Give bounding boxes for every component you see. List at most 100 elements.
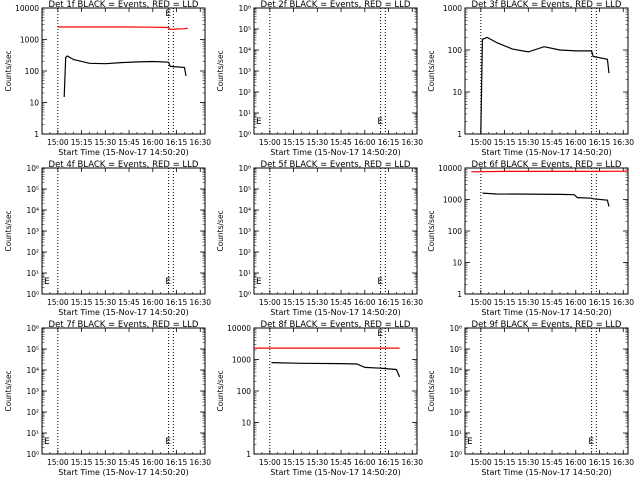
- y-tick-label: 10¹: [26, 429, 39, 438]
- plot-frame: [41, 167, 206, 295]
- x-tick-label: 16:30: [189, 298, 211, 307]
- x-tick-label: 15:30: [94, 458, 116, 467]
- y-axis-label: Counts/sec: [4, 210, 13, 251]
- x-tick-label: 15:45: [330, 458, 352, 467]
- y-tick-label: 100: [448, 227, 463, 236]
- y-tick-label: 10²: [26, 248, 39, 257]
- y-tick-label: 10¹: [238, 269, 251, 278]
- y-tick-label: 10000: [438, 164, 462, 173]
- events-series-line: [482, 192, 610, 207]
- y-tick-label: 1000: [443, 4, 462, 13]
- x-tick-label: 15:45: [118, 298, 140, 307]
- x-tick-label: 16:00: [565, 298, 587, 307]
- y-axis-label: Counts/sec: [427, 370, 436, 411]
- x-tick-label: 15:45: [330, 298, 352, 307]
- interval-mark: E: [165, 9, 171, 19]
- x-tick-label: 16:30: [401, 458, 423, 467]
- y-tick-label: 10⁰: [26, 290, 39, 299]
- x-tick-label: 15:15: [494, 298, 516, 307]
- y-tick-label: 10: [241, 419, 251, 428]
- interval-mark: E: [44, 437, 50, 447]
- interval-mark: E: [377, 329, 383, 339]
- y-tick-label: 10⁶: [26, 164, 39, 173]
- x-tick-label: 15:15: [71, 138, 93, 147]
- x-tick-label: 16:15: [378, 138, 400, 147]
- x-tick-label: 16:15: [378, 458, 400, 467]
- y-tick-label: 10⁰: [238, 290, 251, 299]
- plot-frame: [464, 327, 629, 455]
- plot-frame: [41, 327, 206, 455]
- interval-mark: E: [467, 437, 473, 447]
- panel-title: Det 7f BLACK = Events, RED = LLD: [49, 320, 199, 330]
- x-tick-label: 16:15: [589, 138, 611, 147]
- y-tick-label: 10⁰: [449, 450, 462, 459]
- y-tick-label: 10⁵: [26, 345, 39, 354]
- y-tick-label: 10000: [227, 324, 251, 333]
- x-tick-label: 16:15: [166, 138, 188, 147]
- x-tick-label: 15:15: [71, 298, 93, 307]
- x-tick-label: 16:30: [612, 458, 634, 467]
- interval-mark: E: [377, 277, 383, 287]
- x-tick-label: 15:00: [47, 458, 69, 467]
- panel-title: Det 9f BLACK = Events, RED = LLD: [472, 320, 622, 330]
- x-tick-label: 15:45: [118, 458, 140, 467]
- interval-mark: E: [588, 437, 594, 447]
- x-tick-label: 15:30: [517, 298, 539, 307]
- y-tick-label: 1000: [443, 196, 462, 205]
- x-tick-label: 16:15: [589, 298, 611, 307]
- y-axis-label: Counts/sec: [216, 370, 225, 411]
- y-tick-label: 10²: [238, 248, 251, 257]
- x-tick-label: 15:45: [541, 298, 563, 307]
- interval-mark: E: [256, 277, 262, 287]
- events-series-line: [271, 362, 401, 378]
- x-tick-label: 15:30: [517, 138, 539, 147]
- y-tick-label: 1: [246, 450, 251, 459]
- y-tick-label: 10¹: [238, 109, 251, 118]
- x-tick-label: 16:00: [565, 138, 587, 147]
- x-tick-label: 16:00: [565, 458, 587, 467]
- y-tick-label: 10⁴: [26, 206, 39, 215]
- y-tick-label: 10⁴: [449, 366, 462, 375]
- x-axis-label: Start Time (15-Nov-17 14:50:20): [481, 468, 611, 477]
- x-tick-label: 15:15: [71, 458, 93, 467]
- x-tick-label: 15:30: [306, 298, 328, 307]
- y-tick-label: 10⁶: [449, 324, 462, 333]
- y-tick-label: 100: [25, 67, 40, 76]
- y-axis-label: Counts/sec: [216, 210, 225, 251]
- x-tick-label: 16:15: [589, 458, 611, 467]
- x-tick-label: 16:30: [612, 138, 634, 147]
- x-tick-label: 16:15: [166, 298, 188, 307]
- x-tick-label: 15:00: [470, 298, 492, 307]
- x-axis-label: Start Time (15-Nov-17 14:50:20): [270, 148, 400, 157]
- x-tick-label: 15:00: [259, 298, 281, 307]
- x-tick-label: 15:15: [283, 458, 305, 467]
- y-tick-label: 10000: [15, 4, 39, 13]
- plot-frame: [253, 7, 418, 135]
- x-tick-label: 15:00: [259, 458, 281, 467]
- y-tick-label: 10⁵: [238, 25, 251, 34]
- y-tick-label: 10⁶: [238, 4, 251, 13]
- y-tick-label: 1: [457, 290, 462, 299]
- y-axis-label: Counts/sec: [216, 50, 225, 91]
- x-tick-label: 16:00: [354, 298, 376, 307]
- interval-mark: E: [165, 277, 171, 287]
- x-tick-label: 16:00: [142, 138, 164, 147]
- events-series-line: [480, 36, 610, 135]
- x-tick-label: 15:30: [306, 458, 328, 467]
- x-tick-label: 16:30: [401, 298, 423, 307]
- interval-mark: E: [256, 117, 262, 127]
- x-tick-label: 15:00: [470, 138, 492, 147]
- y-tick-label: 10²: [26, 408, 39, 417]
- panel-title: Det 2f BLACK = Events, RED = LLD: [261, 0, 411, 10]
- x-tick-label: 16:00: [142, 298, 164, 307]
- y-tick-label: 10: [29, 99, 39, 108]
- y-tick-label: 10⁴: [26, 366, 39, 375]
- x-tick-label: 15:45: [541, 138, 563, 147]
- x-tick-label: 15:15: [494, 138, 516, 147]
